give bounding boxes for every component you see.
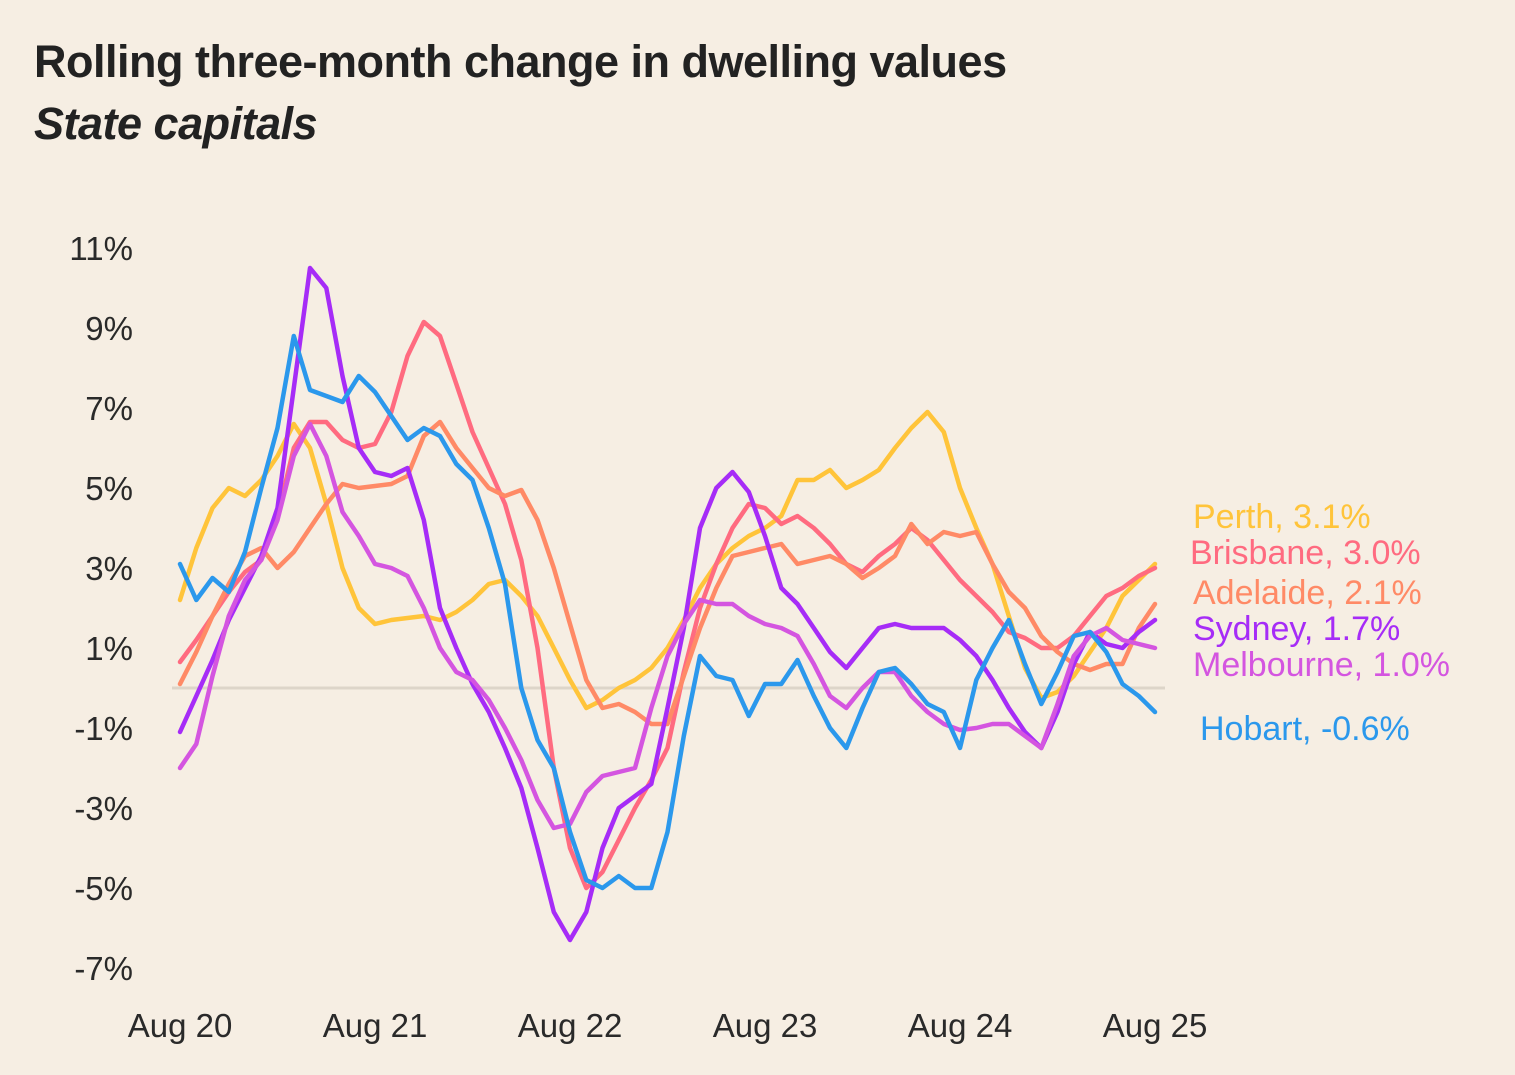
series-label-adelaide: Adelaide, 2.1% xyxy=(1193,574,1422,612)
y-tick-label: -1% xyxy=(74,710,133,747)
x-tick-label: Aug 23 xyxy=(713,1007,818,1044)
y-tick-label: 11% xyxy=(69,230,133,267)
y-tick-label: -5% xyxy=(74,870,133,907)
chart-title: Rolling three-month change in dwelling v… xyxy=(34,36,1007,87)
series-line-hobart xyxy=(177,333,1158,891)
y-tick-label: 9% xyxy=(85,310,133,347)
series-line-sydney xyxy=(177,265,1158,943)
series-line-brisbane xyxy=(177,319,1158,891)
series-label-brisbane: Brisbane, 3.0% xyxy=(1190,534,1421,572)
series-label-melbourne: Melbourne, 1.0% xyxy=(1193,646,1450,684)
series-label-perth: Perth, 3.1% xyxy=(1193,498,1371,536)
series-line-adelaide xyxy=(177,419,1158,727)
chart-subtitle: State capitals xyxy=(34,98,318,149)
y-tick-label: 5% xyxy=(85,470,133,507)
series-label-hobart: Hobart, -0.6% xyxy=(1200,710,1410,748)
series-line-melbourne xyxy=(177,421,1158,831)
y-tick-label: 1% xyxy=(85,630,133,667)
series-label-sydney: Sydney, 1.7% xyxy=(1193,610,1400,648)
x-tick-label: Aug 20 xyxy=(128,1007,233,1044)
x-tick-label: Aug 24 xyxy=(908,1007,1013,1044)
y-tick-label: 7% xyxy=(85,390,133,427)
x-tick-label: Aug 22 xyxy=(518,1007,623,1044)
y-tick-label: -7% xyxy=(74,950,133,987)
x-tick-label: Aug 25 xyxy=(1103,1007,1208,1044)
y-tick-label: 3% xyxy=(85,550,133,587)
y-tick-label: -3% xyxy=(74,790,133,827)
x-tick-label: Aug 21 xyxy=(323,1007,428,1044)
